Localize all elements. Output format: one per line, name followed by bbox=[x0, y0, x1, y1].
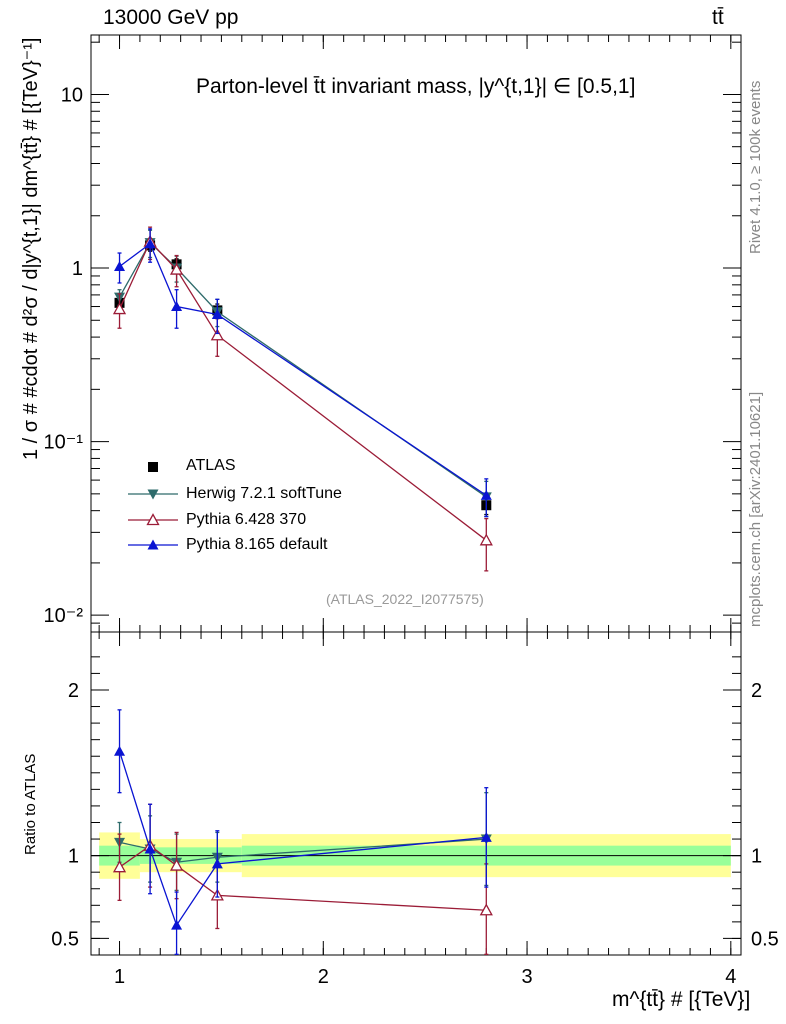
legend-marker-atlas bbox=[148, 462, 158, 472]
main-y-tick-label: 10 bbox=[61, 84, 83, 106]
ratio-y-tick-label: 2 bbox=[68, 680, 79, 702]
ratio-point-pythia-8-165-default bbox=[211, 858, 223, 869]
main-series-atlas bbox=[114, 239, 492, 516]
rivet-label: Rivet 4.1.0, ≥ 100k events bbox=[747, 80, 764, 254]
legend-pythia6: Pythia 6.428 370 bbox=[186, 511, 307, 528]
legend-herwig: Herwig 7.2.1 softTune bbox=[186, 485, 342, 502]
ratio-ticks: 0.5 0.5 1 1 2 2 1 2 3 4 bbox=[51, 632, 779, 988]
ratio-point-pythia-6-428-370 bbox=[479, 903, 493, 916]
main-point-pythia-8-165-default bbox=[480, 489, 492, 500]
ratio-series-pythia-8-165-default bbox=[114, 709, 492, 955]
x-tick-label: 4 bbox=[725, 966, 736, 988]
ratio-point-pythia-6-428-370 bbox=[169, 858, 184, 871]
legend-marker-herwig-7-2-1-softtune bbox=[147, 489, 159, 500]
main-series-herwig-7-2-1-softtune bbox=[114, 229, 492, 518]
ratio-series bbox=[112, 709, 493, 955]
main-y-tick-label: 10⁻¹ bbox=[44, 432, 84, 454]
main-y-tick-label: 1 bbox=[72, 258, 83, 280]
main-point-pythia-8-165-default bbox=[114, 261, 126, 272]
main-series bbox=[112, 226, 493, 572]
main-point-pythia-8-165-default bbox=[211, 308, 223, 319]
main-ticks: 10⁻² 10⁻¹ 1 10 bbox=[44, 35, 741, 632]
ratio-point-pythia-6-428-370 bbox=[112, 860, 127, 873]
process-label: tt̄ bbox=[712, 6, 724, 29]
ratio-point-pythia-8-165-default bbox=[114, 745, 126, 756]
main-line-pythia-8-165-default bbox=[119, 242, 487, 496]
ratio-ylabel: Ratio to ATLAS bbox=[22, 753, 39, 855]
main-ylabel: 1 / σ # #cdot # d²σ / d|y^{t,1}| dm^{tt̄… bbox=[20, 37, 42, 460]
source-label: mcplots.cern.ch [arXiv:2401.10621] bbox=[747, 391, 764, 627]
legend-markers bbox=[128, 462, 178, 550]
ratio-series-pythia-6-428-370 bbox=[112, 803, 493, 955]
ratio-point-pythia-8-165-default bbox=[171, 919, 183, 930]
x-axis-label: m^{tt̄} # [{TeV}] bbox=[612, 988, 751, 1011]
ratio-y-tick-label: 0.5 bbox=[51, 928, 79, 950]
x-tick-label: 1 bbox=[114, 966, 125, 988]
main-point-pythia-6-428-370 bbox=[479, 533, 493, 546]
main-series-pythia-8-165-default bbox=[114, 228, 492, 518]
ratio-point-pythia-8-165-default bbox=[144, 843, 156, 854]
ratio-point-pythia-8-165-default bbox=[480, 831, 492, 842]
x-tick-label: 2 bbox=[318, 966, 329, 988]
ratio-y-tick-label-right: 0.5 bbox=[751, 928, 779, 950]
main-point-pythia-8-165-default bbox=[144, 238, 156, 249]
main-point-pythia-6-428-370 bbox=[210, 328, 224, 341]
main-point-pythia-8-165-default bbox=[171, 301, 183, 312]
main-y-tick-label: 10⁻² bbox=[44, 605, 84, 627]
ratio-y-tick-label-right: 1 bbox=[751, 846, 762, 868]
legend-marker-pythia-6-428-370 bbox=[146, 513, 160, 526]
main-point-pythia-6-428-370 bbox=[169, 262, 184, 275]
legend-pythia8: Pythia 8.165 default bbox=[186, 536, 328, 553]
ratio-y-tick-label-right: 2 bbox=[751, 680, 762, 702]
ratio-y-tick-label: 1 bbox=[68, 846, 79, 868]
main-point-pythia-6-428-370 bbox=[112, 302, 127, 315]
chart-title: Parton-level t̄t invariant mass, |y^{t,1… bbox=[196, 75, 636, 98]
analysis-label: (ATLAS_2022_I2077575) bbox=[326, 591, 484, 607]
legend-atlas: ATLAS bbox=[186, 457, 236, 474]
ratio-frame bbox=[90, 631, 742, 956]
energy-label: 13000 GeV pp bbox=[103, 6, 239, 29]
legend-marker-pythia-8-165-default bbox=[147, 539, 159, 550]
x-tick-label: 3 bbox=[521, 966, 532, 988]
